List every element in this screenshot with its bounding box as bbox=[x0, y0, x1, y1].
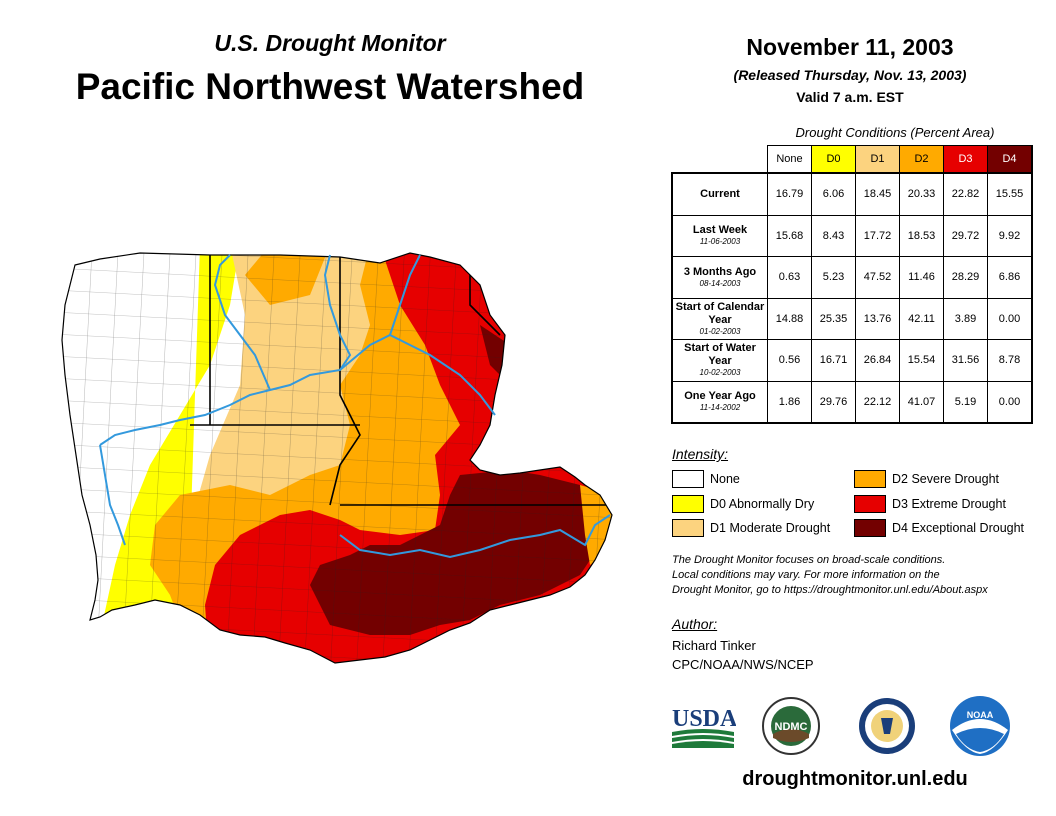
table-cell: 31.56 bbox=[943, 339, 988, 382]
table-cell: 0.63 bbox=[767, 256, 812, 299]
legend-label: D0 Abnormally Dry bbox=[710, 497, 815, 511]
legend-item-d4: D4 Exceptional Drought bbox=[854, 519, 1024, 537]
row-label: Last Week 11-06-2003 bbox=[671, 214, 768, 257]
noaa-logo: NOAA bbox=[950, 696, 1010, 756]
legend-swatch bbox=[854, 495, 886, 513]
note-line: The Drought Monitor focuses on broad-sca… bbox=[672, 554, 946, 566]
legend-item-d1: D1 Moderate Drought bbox=[672, 519, 830, 537]
table-cell: 29.76 bbox=[811, 380, 856, 424]
table-cell: 13.76 bbox=[855, 297, 900, 340]
author-name: Richard Tinker bbox=[672, 638, 756, 653]
table-cell: 16.79 bbox=[767, 172, 812, 216]
footer-url-link[interactable]: droughtmonitor.unl.edu bbox=[742, 768, 968, 790]
legend-item-d0: D0 Abnormally Dry bbox=[672, 495, 814, 513]
legend-label: D1 Moderate Drought bbox=[710, 521, 831, 535]
table-cell: 0.00 bbox=[987, 297, 1033, 340]
valid-date: November 11, 2003 bbox=[746, 34, 954, 60]
table-cell: 5.23 bbox=[811, 256, 856, 299]
map-title: Pacific Northwest Watershed bbox=[75, 66, 585, 107]
col-header-d3: D3 bbox=[943, 145, 988, 174]
usda-logo-text: USDA bbox=[672, 706, 736, 732]
legend-swatch bbox=[854, 519, 886, 537]
legend-label: D2 Severe Drought bbox=[892, 472, 1000, 486]
table-row: Start of Calendar Year 01-02-2003 14.88 2… bbox=[671, 297, 1033, 340]
legend-swatch bbox=[672, 495, 704, 513]
legend-item-none: None bbox=[672, 470, 740, 488]
legend-label: None bbox=[710, 472, 740, 486]
table-cell: 22.12 bbox=[855, 380, 900, 424]
ndmc-logo: NDMC bbox=[762, 697, 820, 755]
release-date: (Released Thursday, Nov. 13, 2003) bbox=[733, 67, 967, 83]
col-header-d4: D4 bbox=[987, 145, 1033, 174]
legend-item-d3: D3 Extreme Drought bbox=[854, 495, 1006, 513]
table-cell: 5.19 bbox=[943, 380, 988, 424]
table-cell: 18.53 bbox=[899, 214, 944, 257]
table-row: One Year Ago 11-14-2002 1.86 29.76 22.12 … bbox=[671, 380, 1033, 424]
table-cell: 6.86 bbox=[987, 256, 1033, 299]
table-cell: 6.06 bbox=[811, 172, 856, 216]
map-subtitle: U.S. Drought Monitor bbox=[214, 30, 446, 56]
table-cell: 42.11 bbox=[899, 297, 944, 340]
table-caption: Drought Conditions (Percent Area) bbox=[795, 125, 995, 140]
table-row: Last Week 11-06-2003 15.68 8.43 17.72 18.… bbox=[671, 214, 1033, 257]
drought-map bbox=[61, 252, 613, 664]
col-header-d1: D1 bbox=[855, 145, 900, 174]
author-title: Author: bbox=[672, 616, 718, 632]
table-cell: 18.45 bbox=[855, 172, 900, 216]
legend-item-d2: D2 Severe Drought bbox=[854, 470, 999, 488]
table-cell: 1.86 bbox=[767, 380, 812, 424]
noaa-logo-text: NOAA bbox=[967, 710, 994, 720]
table-cell: 15.55 bbox=[987, 172, 1033, 216]
valid-time: Valid 7 a.m. EST bbox=[796, 89, 904, 105]
table-cell: 25.35 bbox=[811, 297, 856, 340]
commerce-seal-logo bbox=[859, 698, 915, 754]
table-cell: 8.43 bbox=[811, 214, 856, 257]
table-cell: 9.92 bbox=[987, 214, 1033, 257]
table-cell: 41.07 bbox=[899, 380, 944, 424]
drought-conditions-table: None D0 D1 D2 D3 D4 Current 16.79 6.06 1… bbox=[671, 145, 1033, 424]
table-row: Start of Water Year 10-02-2003 0.56 16.71… bbox=[671, 339, 1033, 382]
table-cell: 0.00 bbox=[987, 380, 1033, 424]
col-header-d0: D0 bbox=[811, 145, 856, 174]
note-line[interactable]: Drought Monitor, go to https://droughtmo… bbox=[672, 584, 988, 596]
table-cell: 17.72 bbox=[855, 214, 900, 257]
ndmc-logo-text: NDMC bbox=[775, 721, 808, 733]
table-cell: 47.52 bbox=[855, 256, 900, 299]
table-row: 3 Months Ago 08-14-2003 0.63 5.23 47.52 1… bbox=[671, 256, 1033, 299]
note-line: Local conditions may vary. For more info… bbox=[672, 569, 940, 581]
table-cell: 22.82 bbox=[943, 172, 988, 216]
table-cell: 15.54 bbox=[899, 339, 944, 382]
row-label: Start of Calendar Year 01-02-2003 bbox=[671, 297, 768, 340]
table-row: Current 16.79 6.06 18.45 20.33 22.82 15.… bbox=[671, 172, 1033, 216]
disclaimer-note: The Drought Monitor focuses on broad-sca… bbox=[672, 553, 1052, 598]
row-label: Start of Water Year 10-02-2003 bbox=[671, 339, 768, 382]
legend-title: Intensity: bbox=[672, 446, 729, 462]
legend-swatch bbox=[854, 470, 886, 488]
usda-logo: USDA bbox=[672, 706, 736, 748]
row-label: One Year Ago 11-14-2002 bbox=[671, 380, 768, 424]
legend-label: D4 Exceptional Drought bbox=[892, 521, 1025, 535]
table-cell: 26.84 bbox=[855, 339, 900, 382]
table-cell: 3.89 bbox=[943, 297, 988, 340]
table-cell: 16.71 bbox=[811, 339, 856, 382]
table-cell: 20.33 bbox=[899, 172, 944, 216]
col-header-d2: D2 bbox=[899, 145, 944, 174]
col-header-none: None bbox=[767, 145, 812, 174]
legend-swatch bbox=[672, 519, 704, 537]
table-cell: 14.88 bbox=[767, 297, 812, 340]
author-org: CPC/NOAA/NWS/NCEP bbox=[672, 657, 814, 672]
table-cell: 29.72 bbox=[943, 214, 988, 257]
legend-swatch bbox=[672, 470, 704, 488]
row-label: 3 Months Ago 08-14-2003 bbox=[671, 256, 768, 299]
table-cell: 15.68 bbox=[767, 214, 812, 257]
table-corner bbox=[672, 146, 768, 174]
legend-label: D3 Extreme Drought bbox=[892, 497, 1006, 511]
table-cell: 0.56 bbox=[767, 339, 812, 382]
table-cell: 8.78 bbox=[987, 339, 1033, 382]
table-cell: 28.29 bbox=[943, 256, 988, 299]
table-cell: 11.46 bbox=[899, 256, 944, 299]
row-label: Current bbox=[671, 172, 768, 216]
